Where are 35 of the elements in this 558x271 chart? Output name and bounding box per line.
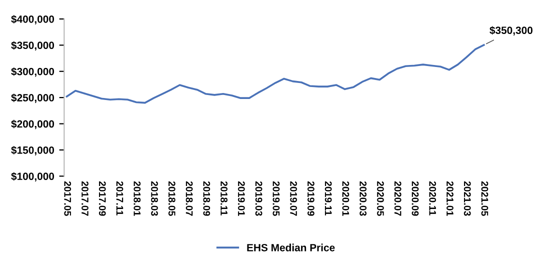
y-tick-label: $250,000 <box>11 94 54 103</box>
x-tick-label: 2020.07 <box>394 181 402 216</box>
y-tick-label: $300,000 <box>11 67 54 77</box>
x-tick-label: 2018.09 <box>203 181 210 216</box>
x-tick-label: 2018.11 <box>220 181 228 216</box>
x-tick-label: 2018.01 <box>134 181 141 216</box>
x-tick-label: 2021.03 <box>464 181 471 216</box>
legend-label: EHS Median Price <box>247 244 335 252</box>
x-tick-label: 2018.07 <box>186 181 193 216</box>
x-tick-label: 2021.05 <box>481 181 488 216</box>
x-tick-label: 2019.07 <box>290 181 297 216</box>
x-tick-label: 2019.11 <box>324 181 332 216</box>
x-tick-label: 2019.03 <box>255 181 262 216</box>
x-tick-label: 2018.05 <box>168 181 176 216</box>
x-tick-label: 2018.03 <box>151 181 158 216</box>
y-tick-label: $150,000 <box>11 146 54 156</box>
x-tick-label: 2019.05 <box>272 181 280 216</box>
x-tick-label: 2020.09 <box>412 181 419 216</box>
x-tick-label: 2017.09 <box>98 181 106 216</box>
x-tick-label: 2020.11 <box>429 181 436 216</box>
x-tick-label: 2020.05 <box>377 181 384 216</box>
x-tick-label: 2017.11 <box>116 181 124 216</box>
x-tick-label: 2017.05 <box>64 181 72 216</box>
y-tick-label: $350,000 <box>11 41 54 51</box>
line-series <box>66 44 485 104</box>
annotation: $350,300 <box>490 26 532 36</box>
x-tick-label: 2017.07 <box>82 181 88 216</box>
x-tick-label: 2020.03 <box>360 181 367 216</box>
y-tick-label: $100,000 <box>11 172 54 182</box>
y-tick-label: $200,000 <box>11 120 54 130</box>
x-tick-label: 2019.01 <box>238 181 245 216</box>
x-tick-label: 2020.01 <box>342 181 350 216</box>
x-tick-label: 2021.01 <box>446 181 454 216</box>
y-tick-label: $400,000 <box>11 15 54 24</box>
x-tick-label: 2019.09 <box>307 181 314 216</box>
